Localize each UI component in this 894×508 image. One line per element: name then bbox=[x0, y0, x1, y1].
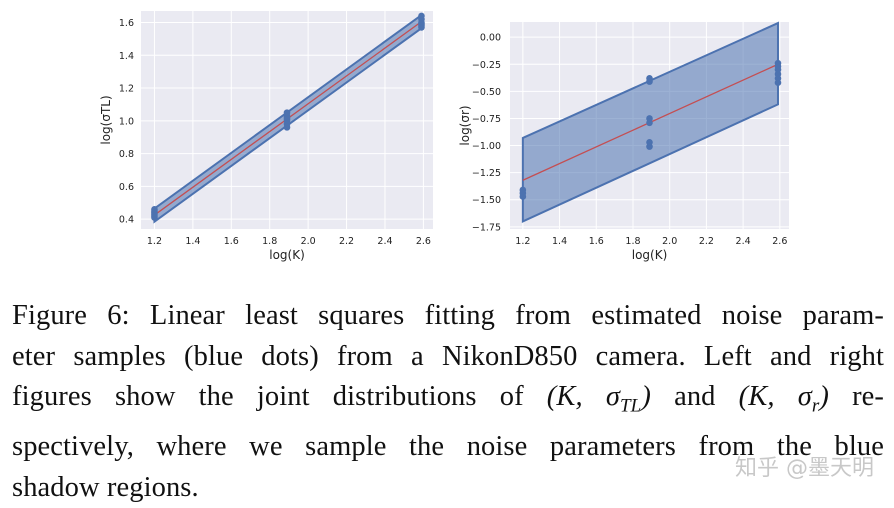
caption-text: figures show the joint distributions of bbox=[12, 381, 547, 412]
caption-line: Figure 6: Linear least squares fitting f… bbox=[12, 296, 884, 337]
y-tick-label: −1.00 bbox=[472, 141, 501, 152]
caption-text: shadow regions. bbox=[12, 471, 199, 503]
caption-line: figures show the joint distributions of … bbox=[12, 377, 884, 427]
caption-text: and bbox=[650, 381, 739, 412]
x-tick-label: 1.6 bbox=[224, 236, 239, 247]
y-tick-label: 1.0 bbox=[119, 116, 134, 127]
y-tick-label: −1.75 bbox=[472, 222, 501, 233]
caption-text: spectively, where we sample the noise pa… bbox=[12, 431, 884, 463]
x-tick-label: 1.2 bbox=[147, 236, 162, 247]
caption-text: eter samples (blue dots) from a NikonD85… bbox=[12, 340, 884, 372]
figure-caption: Figure 6: Linear least squares fitting f… bbox=[12, 296, 884, 508]
y-tick-label: −0.25 bbox=[472, 60, 501, 71]
sample-point bbox=[646, 138, 653, 146]
sample-point bbox=[283, 109, 291, 116]
watermark: 知乎 @墨天明 bbox=[735, 456, 874, 481]
left-chart: 1.2 1.4 1.6 1.8 2.0 2.2 2.4 2.6 0.4 0.6 0.8 1.0 1.2 1… bbox=[99, 11, 433, 262]
sample-point bbox=[519, 186, 527, 194]
x-tick-label: 2.6 bbox=[772, 236, 787, 247]
sample-point bbox=[418, 12, 425, 20]
y-axis-label: log(σTL) bbox=[99, 95, 113, 144]
caption-text: Figure 6: Linear least squares fitting f… bbox=[12, 300, 884, 331]
x-tick-label: 1.2 bbox=[515, 236, 530, 247]
sample-point bbox=[151, 206, 158, 213]
x-axis-label: log(K) bbox=[269, 248, 305, 262]
math-subscript: r bbox=[811, 395, 820, 417]
y-tick-label: 1.4 bbox=[119, 51, 134, 62]
right-chart: 1.2 1.4 1.6 1.8 2.0 2.2 2.4 2.6 0.00 −0.25 −0.50 −0… bbox=[458, 21, 789, 262]
y-tick-label: 0.8 bbox=[119, 149, 134, 160]
math-text: ) bbox=[641, 381, 651, 412]
y-tick-label: −1.25 bbox=[472, 168, 501, 179]
y-tick-label: 0.00 bbox=[480, 33, 501, 44]
x-tick-label: 2.0 bbox=[662, 236, 677, 247]
math-k-sigma-tl: (K, σTL) bbox=[546, 381, 651, 417]
caption-line: spectively, where we sample the noise pa… bbox=[12, 427, 884, 468]
math-k-sigma-r: (K, σr) bbox=[738, 381, 829, 417]
math-text: (K, σ bbox=[546, 381, 621, 412]
x-tick-label: 2.0 bbox=[301, 236, 316, 247]
sample-point bbox=[646, 115, 653, 122]
x-tick-label: 2.4 bbox=[736, 236, 751, 247]
math-text: ) bbox=[819, 381, 829, 412]
x-tick-label: 2.4 bbox=[377, 236, 392, 247]
y-tick-label: −1.50 bbox=[472, 195, 501, 206]
sample-point bbox=[646, 75, 653, 82]
y-tick-label: 0.6 bbox=[119, 182, 134, 193]
x-tick-label: 1.4 bbox=[552, 236, 567, 247]
x-tick-label: 2.2 bbox=[339, 236, 354, 247]
math-text: (K, σ bbox=[738, 381, 812, 412]
y-tick-label: −0.75 bbox=[472, 114, 501, 125]
x-axis-label: log(K) bbox=[632, 248, 668, 262]
caption-line: shadow regions. bbox=[12, 468, 884, 508]
x-tick-label: 2.2 bbox=[699, 236, 714, 247]
y-tick-label: 1.6 bbox=[119, 18, 134, 29]
caption-line: eter samples (blue dots) from a NikonD85… bbox=[12, 337, 884, 378]
x-tick-label: 1.6 bbox=[589, 236, 604, 247]
x-tick-label: 1.8 bbox=[625, 236, 640, 247]
y-axis-label: log(σr) bbox=[458, 105, 472, 145]
sample-point bbox=[774, 59, 782, 67]
y-tick-label: −0.50 bbox=[472, 87, 501, 98]
x-tick-label: 1.8 bbox=[262, 236, 277, 247]
x-tick-label: 1.4 bbox=[185, 236, 200, 247]
math-subscript: TL bbox=[620, 395, 642, 417]
x-tick-label: 2.6 bbox=[416, 236, 431, 247]
y-tick-label: 0.4 bbox=[119, 215, 134, 226]
y-tick-label: 1.2 bbox=[119, 84, 134, 95]
caption-text: re- bbox=[828, 381, 885, 412]
